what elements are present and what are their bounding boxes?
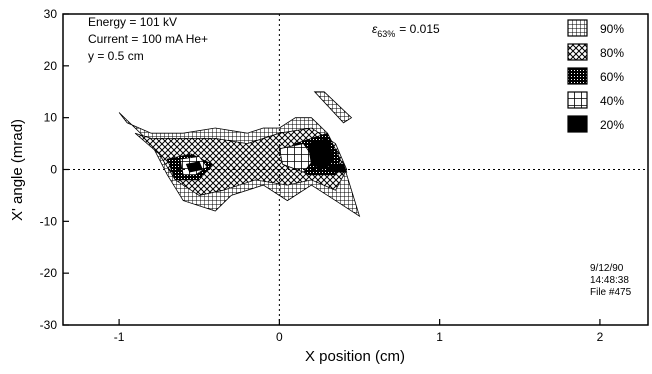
current-annotation: Current = 100 mA He+: [88, 32, 208, 46]
y-tick-label: 0: [50, 163, 57, 177]
y-tick-label: 30: [44, 7, 58, 21]
file-stamp-label: File #475: [590, 287, 632, 298]
x-tick-label: 0: [276, 330, 283, 344]
x-axis-label: X position (cm): [305, 348, 405, 365]
time-stamp: 14:48:38: [590, 275, 629, 286]
plot-frame: [62, 13, 649, 326]
file-stamp: 9/12/90 14:48:38 File #475: [590, 263, 632, 298]
emittance-value: = 0.015: [399, 22, 440, 36]
legend-label-90: 90%: [600, 22, 624, 36]
legend-label-40: 40%: [600, 94, 624, 108]
y-axis-label: X' angle (mrad): [9, 119, 26, 221]
legend-label-60: 60%: [600, 70, 624, 84]
x-tick-label: -1: [114, 330, 125, 344]
contour-regions: [118, 91, 361, 218]
legend-label-20: 20%: [600, 118, 624, 132]
legend-swatch-60: [567, 67, 588, 85]
y-position-annotation: y = 0.5 cm: [88, 49, 144, 63]
emittance-subscript: 63%: [377, 29, 395, 39]
emittance-annotation: ε63% = 0.015: [372, 22, 440, 39]
y-tick-label: 10: [44, 111, 58, 125]
reference-lines: [63, 14, 648, 325]
legend-swatch-80: [567, 43, 588, 61]
contour-region-20-9: [326, 163, 348, 173]
energy-annotation: Energy = 101 kV: [88, 15, 177, 29]
contour-region-40-6: [278, 143, 316, 173]
legend-swatch-90: [567, 19, 588, 37]
y-tick-label: -30: [40, 318, 58, 332]
contour-region-90-1: [313, 91, 353, 124]
emittance-symbol: ε: [372, 22, 378, 36]
date-stamp: 9/12/90: [590, 263, 624, 274]
legend-label-80: 80%: [600, 46, 624, 60]
legend-swatch-40: [567, 91, 588, 109]
x-axis-ticks: -1 0 1 2: [114, 319, 604, 344]
y-axis-ticks: -30 -20 -10 0 10 20 30: [40, 7, 69, 332]
y-tick-label: -20: [40, 266, 58, 280]
x-tick-label: 2: [597, 330, 604, 344]
x-tick-label: 1: [436, 330, 443, 344]
y-tick-label: -10: [40, 214, 58, 228]
legend: 90% 80% 60% 40% 20%: [567, 19, 624, 133]
y-tick-label: 20: [44, 59, 58, 73]
legend-swatch-20: [567, 115, 588, 133]
parameter-annotations: Energy = 101 kV Current = 100 mA He+ y =…: [88, 15, 208, 63]
